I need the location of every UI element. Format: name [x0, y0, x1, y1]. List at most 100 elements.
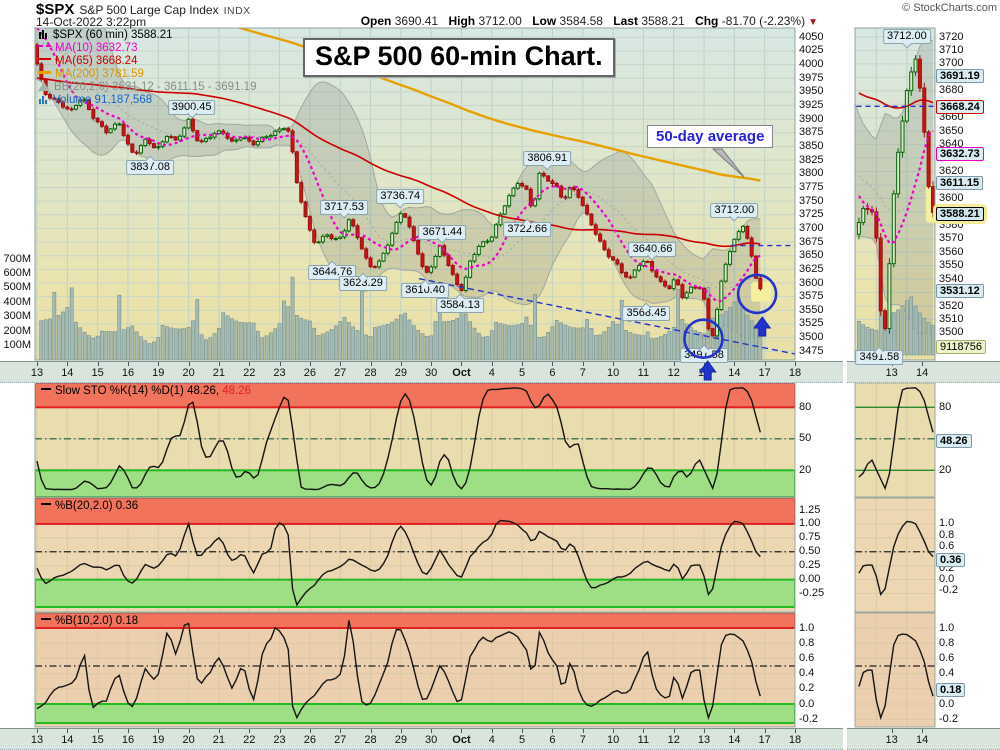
axis-callout-3588.21: 3588.21 — [936, 207, 984, 222]
price-axis-tick: 3950 — [799, 85, 824, 98]
x-axis-label: 29 — [394, 733, 407, 746]
b20-axis-tick: 1.00 — [799, 517, 821, 530]
x-axis-label: 27 — [334, 733, 347, 746]
ma200-line — [235, 28, 761, 182]
b20-mini-panel-line — [858, 520, 934, 596]
x-axis-label: Oct — [452, 733, 471, 746]
main-price-label-3640.66: 3640.66 — [628, 241, 677, 257]
x-axis-label: 13 — [30, 733, 44, 746]
price-axis-tick: 3775 — [799, 180, 824, 193]
x-tick-mark — [370, 728, 372, 733]
legend-ma10: MA(10) 3632.73 — [55, 42, 138, 54]
x-tick-mark — [522, 728, 524, 733]
x-axis-label: 17 — [758, 733, 771, 746]
price-axis-tick: 3650 — [799, 249, 824, 262]
x-axis-label: 6 — [549, 733, 556, 746]
x-tick-mark — [582, 728, 584, 733]
high-value: 3712.00 — [478, 14, 522, 28]
b20-mini-axis-tick: 0.2 — [939, 561, 955, 574]
b10-axis-tick: -0.2 — [799, 712, 818, 725]
bollinger-band-icon — [38, 82, 50, 92]
support-trendline — [418, 277, 795, 355]
bollinger-band-fill — [855, 39, 933, 336]
candles — [856, 55, 935, 334]
x-tick-mark — [734, 361, 736, 366]
x-tick-mark — [613, 728, 615, 733]
axis-callout-3531.12: 3531.12 — [936, 284, 984, 299]
x-axis-label: 14 — [915, 733, 929, 746]
b20-panel-line — [36, 519, 761, 607]
main-top-axis: 13 14 15 16 19 20 21 22 23 26 27 28 29 30 Oct 4 5 6 7 10 11 1… — [0, 360, 843, 383]
x-axis-label: 23 — [273, 733, 286, 746]
x-axis-label: 12 — [667, 733, 680, 746]
price-axis-tick: 3550 — [799, 303, 824, 316]
b10-panel — [34, 612, 796, 728]
b20-mini-axis-tick: 1.0 — [939, 517, 955, 530]
x-tick-mark — [158, 728, 160, 733]
legend-bb: BB(20,2.0) 3531.12 - 3611.15 - 3691.19 — [54, 81, 257, 93]
main-price-label-3610.40: 3610.40 — [401, 283, 449, 299]
x-tick-mark — [795, 361, 796, 366]
x-axis-label: 13 — [697, 733, 711, 746]
low-value: 3584.58 — [559, 14, 603, 28]
x-axis-label: 16 — [121, 733, 135, 746]
x-axis-label: 30 — [425, 366, 438, 379]
b20-mini-panel — [854, 497, 936, 613]
x-axis-label: 14 — [61, 366, 74, 379]
x-axis-label: 14 — [61, 733, 74, 746]
mini-price-axis-tick: 3620 — [939, 165, 964, 177]
main-price-label-3837.08: 3837.08 — [126, 159, 174, 175]
price-axis-tick: 3625 — [799, 262, 824, 275]
x-axis-label: 4 — [488, 733, 495, 746]
chg-label: Chg — [695, 14, 719, 28]
main-price-label-3722.66: 3722.66 — [503, 222, 552, 238]
bollinger-band-fill — [35, 28, 761, 339]
oversold-zone — [35, 578, 795, 608]
volume-axis-tick: 400M — [3, 295, 31, 308]
sto-axis-tick: 80 — [799, 400, 812, 413]
mini-bottom-axis: 13 14 — [847, 727, 1000, 750]
x-axis-label: 18 — [788, 366, 802, 379]
sto-axis-tick: 20 — [799, 463, 812, 476]
sto-mini-panel-line — [858, 387, 934, 491]
legend-ma65: MA(65) 3668.24 — [55, 55, 138, 67]
mini-price-axis-tick: 3640 — [939, 138, 964, 151]
main-legend: $SPX (60 min) 3588.21 MA(10) 3632.73 MA(… — [38, 29, 256, 107]
x-axis-label: 14 — [728, 733, 741, 746]
x-axis-label: Oct — [452, 366, 471, 379]
x-tick-mark — [67, 361, 69, 366]
indicator-value-callout-b10: 0.18 — [936, 683, 966, 698]
index-name: S&P 500 Large Cap Index — [79, 3, 219, 17]
mini-price-axis-tick: 3650 — [939, 124, 964, 137]
mini-price-axis-tick: 3540 — [939, 272, 964, 285]
main-price-label-3806.91: 3806.91 — [523, 151, 572, 167]
x-axis-label: 20 — [182, 366, 195, 379]
sto-mini-axis-tick: 80 — [939, 400, 952, 413]
b10-axis-tick: 0.0 — [799, 697, 815, 710]
last-value: 3588.21 — [641, 14, 685, 28]
price-axis-tick: 3575 — [799, 290, 824, 303]
down-triangle-icon: ▼ — [808, 17, 818, 28]
x-tick-mark — [673, 728, 675, 733]
sto-mini-axis-tick: 20 — [939, 463, 952, 476]
ma65-line — [36, 77, 761, 248]
b20-panel — [34, 497, 796, 613]
chart-datetime: 14-Oct-2022 3:22pm — [36, 15, 147, 29]
main-price-chart — [34, 27, 796, 361]
x-axis-label: 22 — [243, 733, 256, 746]
x-tick-mark — [127, 728, 129, 733]
b20-line-icon — [41, 503, 51, 506]
x-tick-mark — [218, 728, 220, 733]
b20-axis-tick: 0.25 — [799, 559, 821, 572]
price-axis-tick: 3675 — [799, 235, 824, 248]
x-axis-label: 15 — [91, 733, 104, 746]
copyright-link[interactable]: © StockCharts.com — [902, 2, 997, 14]
mini-price-axis-tick: 3710 — [939, 43, 964, 56]
mini-price-axis-tick: 3520 — [939, 299, 964, 312]
x-tick-mark — [37, 361, 38, 366]
ma65-line-icon — [38, 58, 51, 61]
sto-panel — [34, 382, 796, 498]
b10-mini-axis-tick: 0.4 — [939, 667, 955, 680]
b10-mini-axis-tick: 0.6 — [939, 651, 955, 664]
